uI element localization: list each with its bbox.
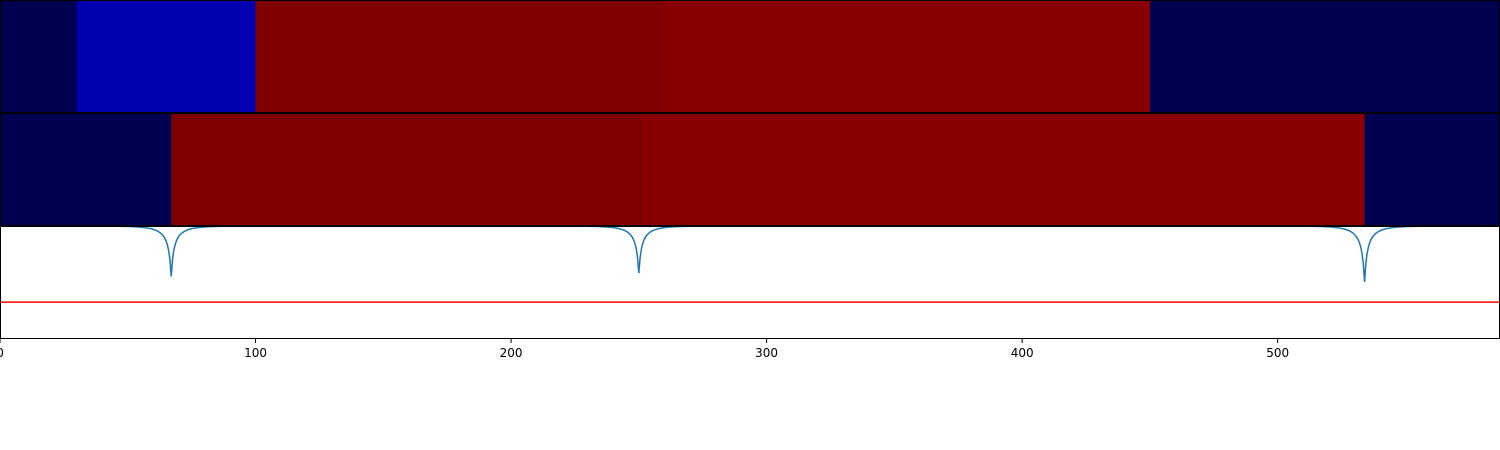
x-tick-label-300: 300 <box>755 346 778 360</box>
heatmap-top-segment-3 <box>664 0 1151 112</box>
heatmap-top-panel <box>0 0 1500 112</box>
heatmap-middle-segment-2 <box>641 113 1366 225</box>
heatmap-top-segment-1 <box>76 0 257 112</box>
x-tick-label-500: 500 <box>1266 346 1289 360</box>
line-plot-panel <box>0 226 1500 303</box>
heatmap-middle-segment-1 <box>171 113 642 225</box>
x-tick-label-200: 200 <box>500 346 523 360</box>
x-tick-label-0: 0 <box>0 346 4 360</box>
x-axis: 0 100 200 300 400 500 <box>0 338 1289 360</box>
heatmap-middle-segment-0 <box>0 113 172 225</box>
heatmap-top-segment-4 <box>1149 0 1500 112</box>
heatmap-middle-segment-3 <box>1364 113 1500 225</box>
heatmap-top-segment-0 <box>0 0 78 112</box>
x-tick-label-100: 100 <box>244 346 267 360</box>
signal-line <box>0 226 1500 283</box>
heatmap-top-segment-2 <box>255 0 665 112</box>
panel-frame-bottom <box>0 226 1500 339</box>
x-tick-label-400: 400 <box>1011 346 1034 360</box>
heatmap-middle-panel <box>0 113 1500 225</box>
